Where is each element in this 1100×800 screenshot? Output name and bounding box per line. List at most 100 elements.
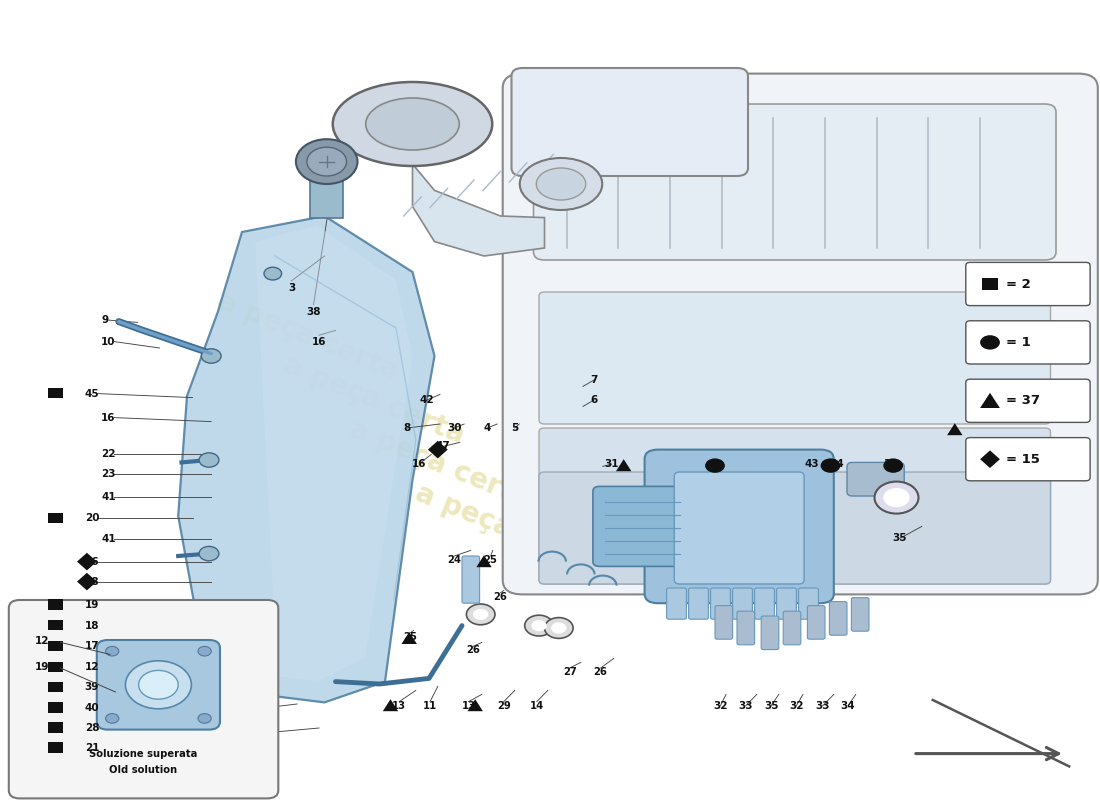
FancyBboxPatch shape bbox=[851, 598, 869, 631]
Bar bbox=[48, 388, 63, 398]
Polygon shape bbox=[383, 699, 398, 711]
FancyBboxPatch shape bbox=[807, 606, 825, 639]
Bar bbox=[48, 742, 63, 753]
FancyBboxPatch shape bbox=[799, 588, 818, 619]
FancyBboxPatch shape bbox=[737, 611, 755, 645]
FancyBboxPatch shape bbox=[645, 450, 834, 603]
Polygon shape bbox=[428, 441, 448, 458]
Text: Old solution: Old solution bbox=[109, 765, 177, 774]
Text: 26: 26 bbox=[466, 646, 480, 655]
Text: 12: 12 bbox=[35, 636, 50, 646]
Text: 27: 27 bbox=[563, 667, 576, 677]
Text: 32: 32 bbox=[713, 701, 728, 710]
Text: 3: 3 bbox=[288, 283, 295, 293]
FancyBboxPatch shape bbox=[777, 588, 796, 619]
Text: Soluzione superata: Soluzione superata bbox=[89, 749, 197, 758]
Text: 7: 7 bbox=[591, 375, 597, 385]
FancyBboxPatch shape bbox=[512, 68, 748, 176]
Text: = 15: = 15 bbox=[1006, 453, 1041, 466]
Text: 41: 41 bbox=[101, 492, 116, 502]
FancyBboxPatch shape bbox=[674, 472, 804, 584]
Text: 43: 43 bbox=[804, 459, 820, 469]
Text: 45: 45 bbox=[85, 389, 99, 398]
Bar bbox=[48, 620, 63, 630]
Text: 19: 19 bbox=[35, 662, 50, 672]
Text: 25: 25 bbox=[484, 555, 497, 565]
Text: = 2: = 2 bbox=[1006, 278, 1032, 290]
Text: 35: 35 bbox=[892, 534, 907, 543]
Polygon shape bbox=[77, 553, 97, 570]
Text: 22: 22 bbox=[101, 450, 116, 459]
Text: 48: 48 bbox=[85, 577, 99, 586]
Circle shape bbox=[199, 453, 219, 467]
Circle shape bbox=[307, 147, 346, 176]
Text: 35: 35 bbox=[763, 701, 779, 710]
Text: 38: 38 bbox=[306, 307, 321, 317]
Text: 41: 41 bbox=[101, 534, 116, 544]
Circle shape bbox=[296, 139, 358, 184]
FancyBboxPatch shape bbox=[966, 379, 1090, 422]
Text: 9: 9 bbox=[101, 315, 108, 325]
Text: 17: 17 bbox=[85, 642, 99, 651]
Ellipse shape bbox=[519, 158, 603, 210]
Text: a peça certa: a peça certa bbox=[345, 415, 535, 513]
Text: 29: 29 bbox=[497, 701, 510, 710]
Circle shape bbox=[106, 714, 119, 723]
Ellipse shape bbox=[332, 82, 493, 166]
Polygon shape bbox=[468, 699, 483, 711]
Text: 16: 16 bbox=[411, 459, 427, 469]
Text: 24: 24 bbox=[448, 555, 461, 565]
Circle shape bbox=[198, 646, 211, 656]
Text: 16: 16 bbox=[311, 338, 327, 347]
Text: a peça certa: a peça certa bbox=[411, 479, 601, 577]
Bar bbox=[48, 682, 63, 692]
FancyBboxPatch shape bbox=[755, 588, 774, 619]
Text: 21: 21 bbox=[85, 743, 99, 753]
Circle shape bbox=[980, 335, 1000, 350]
Polygon shape bbox=[980, 393, 1000, 408]
Text: 10: 10 bbox=[101, 337, 116, 346]
Circle shape bbox=[525, 615, 553, 636]
Text: 33: 33 bbox=[738, 701, 754, 710]
FancyBboxPatch shape bbox=[593, 486, 689, 566]
Bar bbox=[982, 278, 998, 290]
Polygon shape bbox=[77, 573, 97, 590]
Polygon shape bbox=[178, 216, 434, 702]
FancyBboxPatch shape bbox=[829, 602, 847, 635]
FancyBboxPatch shape bbox=[503, 74, 1098, 594]
Text: 25: 25 bbox=[404, 632, 417, 642]
Text: 44: 44 bbox=[829, 459, 845, 469]
Text: 16: 16 bbox=[101, 413, 116, 422]
Polygon shape bbox=[476, 555, 492, 567]
Circle shape bbox=[473, 609, 488, 620]
Text: 30: 30 bbox=[447, 423, 462, 433]
FancyBboxPatch shape bbox=[733, 588, 752, 619]
FancyBboxPatch shape bbox=[783, 611, 801, 645]
FancyBboxPatch shape bbox=[97, 640, 220, 730]
Text: 46: 46 bbox=[85, 557, 99, 566]
Polygon shape bbox=[402, 632, 417, 644]
Text: 19: 19 bbox=[85, 600, 99, 610]
Circle shape bbox=[531, 620, 547, 631]
Text: 12: 12 bbox=[85, 662, 99, 672]
Text: 39: 39 bbox=[85, 682, 99, 692]
Circle shape bbox=[883, 458, 903, 473]
Polygon shape bbox=[980, 450, 1000, 468]
Circle shape bbox=[551, 622, 566, 634]
Circle shape bbox=[198, 714, 211, 723]
Polygon shape bbox=[255, 226, 412, 682]
Circle shape bbox=[201, 349, 221, 363]
FancyBboxPatch shape bbox=[711, 588, 730, 619]
Ellipse shape bbox=[537, 168, 585, 200]
Text: = 1: = 1 bbox=[1006, 336, 1032, 349]
Bar bbox=[48, 702, 63, 713]
Circle shape bbox=[874, 482, 918, 514]
FancyBboxPatch shape bbox=[966, 438, 1090, 481]
Circle shape bbox=[125, 661, 191, 709]
Circle shape bbox=[705, 458, 725, 473]
Text: 14: 14 bbox=[530, 701, 543, 710]
Text: 36: 36 bbox=[883, 459, 899, 469]
Text: 26: 26 bbox=[494, 592, 507, 602]
FancyBboxPatch shape bbox=[667, 588, 686, 619]
Circle shape bbox=[139, 670, 178, 699]
